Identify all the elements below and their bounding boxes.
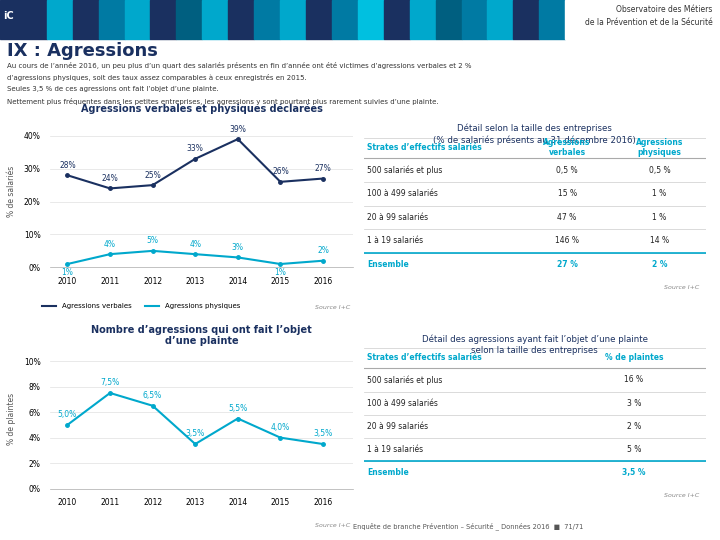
- Text: iC: iC: [4, 11, 14, 21]
- Text: 14 %: 14 %: [650, 237, 669, 246]
- Text: 24%: 24%: [102, 174, 118, 183]
- Text: 0,5 %: 0,5 %: [649, 166, 670, 174]
- Text: 2 %: 2 %: [652, 260, 667, 269]
- Text: 100 à 499 salariés: 100 à 499 salariés: [367, 399, 438, 408]
- Text: 4,0%: 4,0%: [271, 423, 290, 432]
- Text: 0,5 %: 0,5 %: [557, 166, 578, 174]
- Text: IX : Agressions: IX : Agressions: [7, 42, 158, 60]
- Bar: [306, 0, 332, 39]
- Text: 3%: 3%: [232, 243, 244, 252]
- Text: 15 %: 15 %: [557, 189, 577, 198]
- Text: 27%: 27%: [315, 164, 331, 173]
- Text: 5%: 5%: [147, 237, 158, 245]
- Text: 33%: 33%: [186, 144, 204, 153]
- Text: Ensemble: Ensemble: [367, 468, 409, 477]
- Text: Strates d’effectifs salariés: Strates d’effectifs salariés: [367, 353, 482, 362]
- Text: 4%: 4%: [104, 240, 116, 248]
- Text: Ensemble: Ensemble: [367, 260, 409, 269]
- Text: Source I+C: Source I+C: [664, 285, 698, 290]
- Bar: [410, 0, 436, 39]
- Text: 3,5 %: 3,5 %: [622, 468, 646, 477]
- Bar: [358, 0, 384, 39]
- Bar: [99, 0, 125, 39]
- Text: Au cours de l’année 2016, un peu plus d’un quart des salariés présents en fin d’: Au cours de l’année 2016, un peu plus d’…: [7, 62, 472, 69]
- Text: Source I+C: Source I+C: [315, 523, 350, 528]
- Text: 146 %: 146 %: [555, 237, 579, 246]
- Text: % de plaintes: % de plaintes: [605, 353, 663, 362]
- Bar: [47, 0, 73, 39]
- Text: (% de salariés présents au 31 décembre 2016): (% de salariés présents au 31 décembre 2…: [433, 135, 636, 145]
- Text: 27 %: 27 %: [557, 260, 577, 269]
- Text: 5 %: 5 %: [626, 445, 641, 454]
- Text: Nettement plus fréquentes dans les petites entreprises, les agressions y sont po: Nettement plus fréquentes dans les petit…: [7, 98, 438, 105]
- Text: % de salariés: % de salariés: [6, 166, 16, 217]
- Text: selon la taille des entreprises: selon la taille des entreprises: [471, 346, 598, 355]
- Bar: [280, 0, 306, 39]
- Text: 2%: 2%: [317, 246, 329, 255]
- Bar: [150, 0, 176, 39]
- Text: 100 à 499 salariés: 100 à 499 salariés: [367, 189, 438, 198]
- Text: 4%: 4%: [189, 240, 201, 248]
- Legend: Agressions verbales, Agressions physiques: Agressions verbales, Agressions physique…: [40, 301, 243, 312]
- Bar: [228, 0, 254, 39]
- Text: 6,5%: 6,5%: [143, 391, 162, 400]
- Text: 5,0%: 5,0%: [58, 410, 77, 420]
- Text: Enquête de branche Prévention – Sécurité _ Données 2016  ■  71/71: Enquête de branche Prévention – Sécurité…: [353, 523, 583, 530]
- Text: d’agressions physiques, soit des taux assez comparables à ceux enregistrés en 20: d’agressions physiques, soit des taux as…: [7, 74, 307, 81]
- Title: Agressions verbales et physiques déclarées: Agressions verbales et physiques déclaré…: [81, 104, 323, 114]
- Text: 47 %: 47 %: [557, 213, 577, 222]
- Text: 1%: 1%: [274, 267, 287, 276]
- Text: 2 %: 2 %: [626, 422, 641, 431]
- Bar: [513, 0, 539, 39]
- Bar: [462, 0, 487, 39]
- Bar: [202, 0, 228, 39]
- Text: 3 %: 3 %: [626, 399, 641, 408]
- Text: Source I+C: Source I+C: [664, 493, 698, 498]
- Text: Observatoire des Métiers
de la Prévention et de la Sécurité: Observatoire des Métiers de la Préventio…: [585, 5, 713, 26]
- Text: Agressions
physiques: Agressions physiques: [636, 138, 683, 157]
- Bar: [73, 0, 99, 39]
- Text: 500 salariés et plus: 500 salariés et plus: [367, 165, 442, 175]
- Bar: [565, 0, 720, 39]
- Bar: [332, 0, 358, 39]
- Text: 1%: 1%: [61, 267, 73, 276]
- Bar: [0, 0, 47, 39]
- Text: 7,5%: 7,5%: [100, 379, 120, 387]
- Text: Seules 3,5 % de ces agressions ont fait l’objet d’une plainte.: Seules 3,5 % de ces agressions ont fait …: [7, 86, 219, 92]
- Bar: [487, 0, 513, 39]
- Text: 28%: 28%: [59, 161, 76, 170]
- Bar: [384, 0, 410, 39]
- Bar: [125, 0, 150, 39]
- Text: % de plaintes: % de plaintes: [6, 393, 16, 444]
- Text: 1 %: 1 %: [652, 213, 667, 222]
- Text: 20 à 99 salariés: 20 à 99 salariés: [367, 422, 428, 431]
- Text: 26%: 26%: [272, 167, 289, 176]
- Text: 25%: 25%: [144, 171, 161, 180]
- Text: 1 à 19 salariés: 1 à 19 salariés: [367, 237, 423, 246]
- Text: 3,5%: 3,5%: [313, 429, 333, 438]
- Text: Source I+C: Source I+C: [315, 305, 350, 309]
- Bar: [254, 0, 280, 39]
- Bar: [176, 0, 202, 39]
- Text: 16 %: 16 %: [624, 375, 644, 384]
- Text: Détail selon la taille des entreprises: Détail selon la taille des entreprises: [457, 124, 612, 133]
- Text: Détail des agressions ayant fait l’objet d’une plainte: Détail des agressions ayant fait l’objet…: [422, 334, 647, 344]
- Bar: [436, 0, 462, 39]
- Text: 1 à 19 salariés: 1 à 19 salariés: [367, 445, 423, 454]
- Text: 500 salariés et plus: 500 salariés et plus: [367, 375, 442, 384]
- Title: Nombre d’agressions qui ont fait l’objet
d’une plainte: Nombre d’agressions qui ont fait l’objet…: [91, 325, 312, 346]
- Text: 39%: 39%: [230, 125, 246, 133]
- Text: 1 %: 1 %: [652, 189, 667, 198]
- Bar: [539, 0, 565, 39]
- Text: Agressions
verbales: Agressions verbales: [544, 138, 591, 157]
- Text: 3,5%: 3,5%: [186, 429, 204, 438]
- Text: 20 à 99 salariés: 20 à 99 salariés: [367, 213, 428, 222]
- Text: Strates d’effectifs salariés: Strates d’effectifs salariés: [367, 143, 482, 152]
- Text: 5,5%: 5,5%: [228, 404, 248, 413]
